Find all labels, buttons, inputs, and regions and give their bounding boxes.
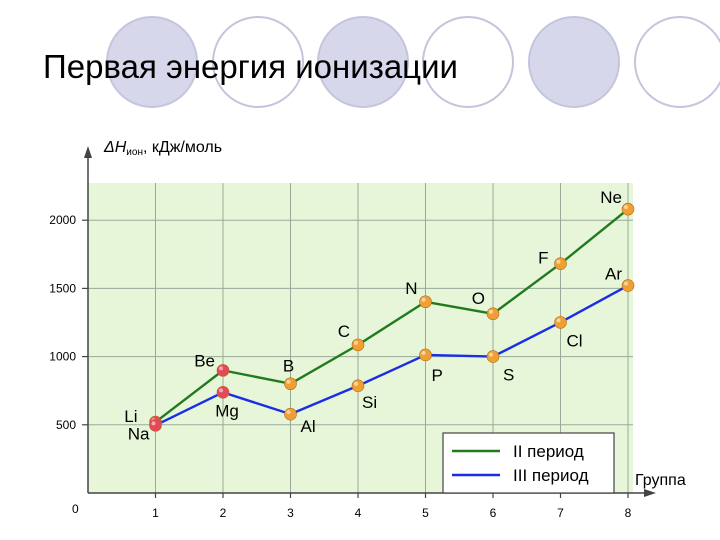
point-label: P <box>432 366 443 385</box>
point-label: Ar <box>605 265 622 284</box>
y-tick-label: 2000 <box>49 213 76 227</box>
series-line <box>154 284 629 427</box>
data-point-highlight <box>354 340 358 345</box>
data-point <box>621 279 635 292</box>
data-point <box>351 338 365 352</box>
point-label: Mg <box>215 401 239 420</box>
data-point <box>419 295 432 309</box>
decor-circle <box>422 16 514 108</box>
x-axis-arrow <box>644 489 656 497</box>
data-point <box>149 419 162 432</box>
series-line <box>154 208 629 424</box>
data-point-highlight <box>624 205 628 210</box>
point-label: N <box>405 279 417 298</box>
point-label: B <box>283 357 294 376</box>
data-point <box>216 364 230 377</box>
data-point <box>284 377 297 391</box>
data-point <box>216 386 230 399</box>
x-axis-label: Группа <box>635 472 686 489</box>
data-point-highlight <box>421 297 426 302</box>
legend-label: III период <box>513 466 589 485</box>
decor-circle <box>634 16 720 108</box>
data-point <box>284 407 297 421</box>
y-axis-label: ΔHион, кДж/моль <box>103 139 222 158</box>
tick-labels: 500 1000 1500 2000 1 2 3 4 5 6 7 8 <box>49 213 631 520</box>
y-tick-label: 1000 <box>49 350 76 364</box>
decor-circle <box>528 16 620 108</box>
point-label: Li <box>124 407 137 426</box>
legend: II период III период <box>442 432 615 494</box>
decor-circle <box>212 16 304 108</box>
x-tick-label: 6 <box>490 506 497 520</box>
y-tick-label: 500 <box>56 418 76 432</box>
origin-label: 0 <box>72 502 79 516</box>
data-point-highlight <box>354 381 358 386</box>
x-tick-label: 8 <box>625 506 632 520</box>
data-point-highlight <box>219 388 223 393</box>
point-label: Na <box>128 424 150 443</box>
slide-title: Первая энергия ионизации <box>43 48 458 85</box>
data-point-highlight <box>151 421 156 426</box>
data-point-highlight <box>489 352 493 357</box>
y-axis-arrow <box>84 146 92 158</box>
data-point-highlight <box>286 410 291 415</box>
data-point <box>351 379 365 393</box>
x-tick-label: 7 <box>557 506 564 520</box>
x-tick-label: 4 <box>355 506 362 520</box>
data-point-highlight <box>489 309 493 314</box>
point-label: O <box>472 289 485 308</box>
y-axis-label-subscript: ион <box>126 147 143 158</box>
data-point-highlight <box>556 318 561 323</box>
data-point-highlight <box>556 259 561 264</box>
data-point-highlight <box>624 281 628 286</box>
x-tick-label: 5 <box>422 506 429 520</box>
point-label: C <box>338 322 350 341</box>
data-point <box>554 257 567 271</box>
y-axis-label-main: ΔH <box>103 139 127 156</box>
point-label: Ne <box>600 188 622 207</box>
data-point <box>486 307 500 321</box>
decor-circle <box>317 16 409 108</box>
y-axis-label-unit: , кДж/моль <box>143 139 222 156</box>
point-label: S <box>503 366 514 385</box>
legend-label: II период <box>513 442 584 461</box>
series-group: Li Be B C N O F Ne Na Mg Al Si P S Cl Ar <box>124 188 635 443</box>
data-point <box>621 202 635 216</box>
decor-circle <box>106 16 198 108</box>
y-tick-label: 1500 <box>49 281 76 295</box>
x-tick-label: 2 <box>220 506 227 520</box>
data-point <box>554 316 567 329</box>
data-point-highlight <box>421 350 426 355</box>
point-label: Cl <box>567 331 583 350</box>
x-tick-label: 3 <box>287 506 294 520</box>
data-point <box>486 350 500 363</box>
point-label: Al <box>301 417 316 436</box>
point-label: Si <box>362 393 377 412</box>
legend-box <box>442 432 615 494</box>
x-tick-label: 1 <box>152 506 159 520</box>
point-label: Be <box>194 351 215 370</box>
point-label: F <box>538 249 548 268</box>
data-point <box>419 348 432 362</box>
data-point-highlight <box>286 379 291 384</box>
data-point-highlight <box>219 366 223 371</box>
